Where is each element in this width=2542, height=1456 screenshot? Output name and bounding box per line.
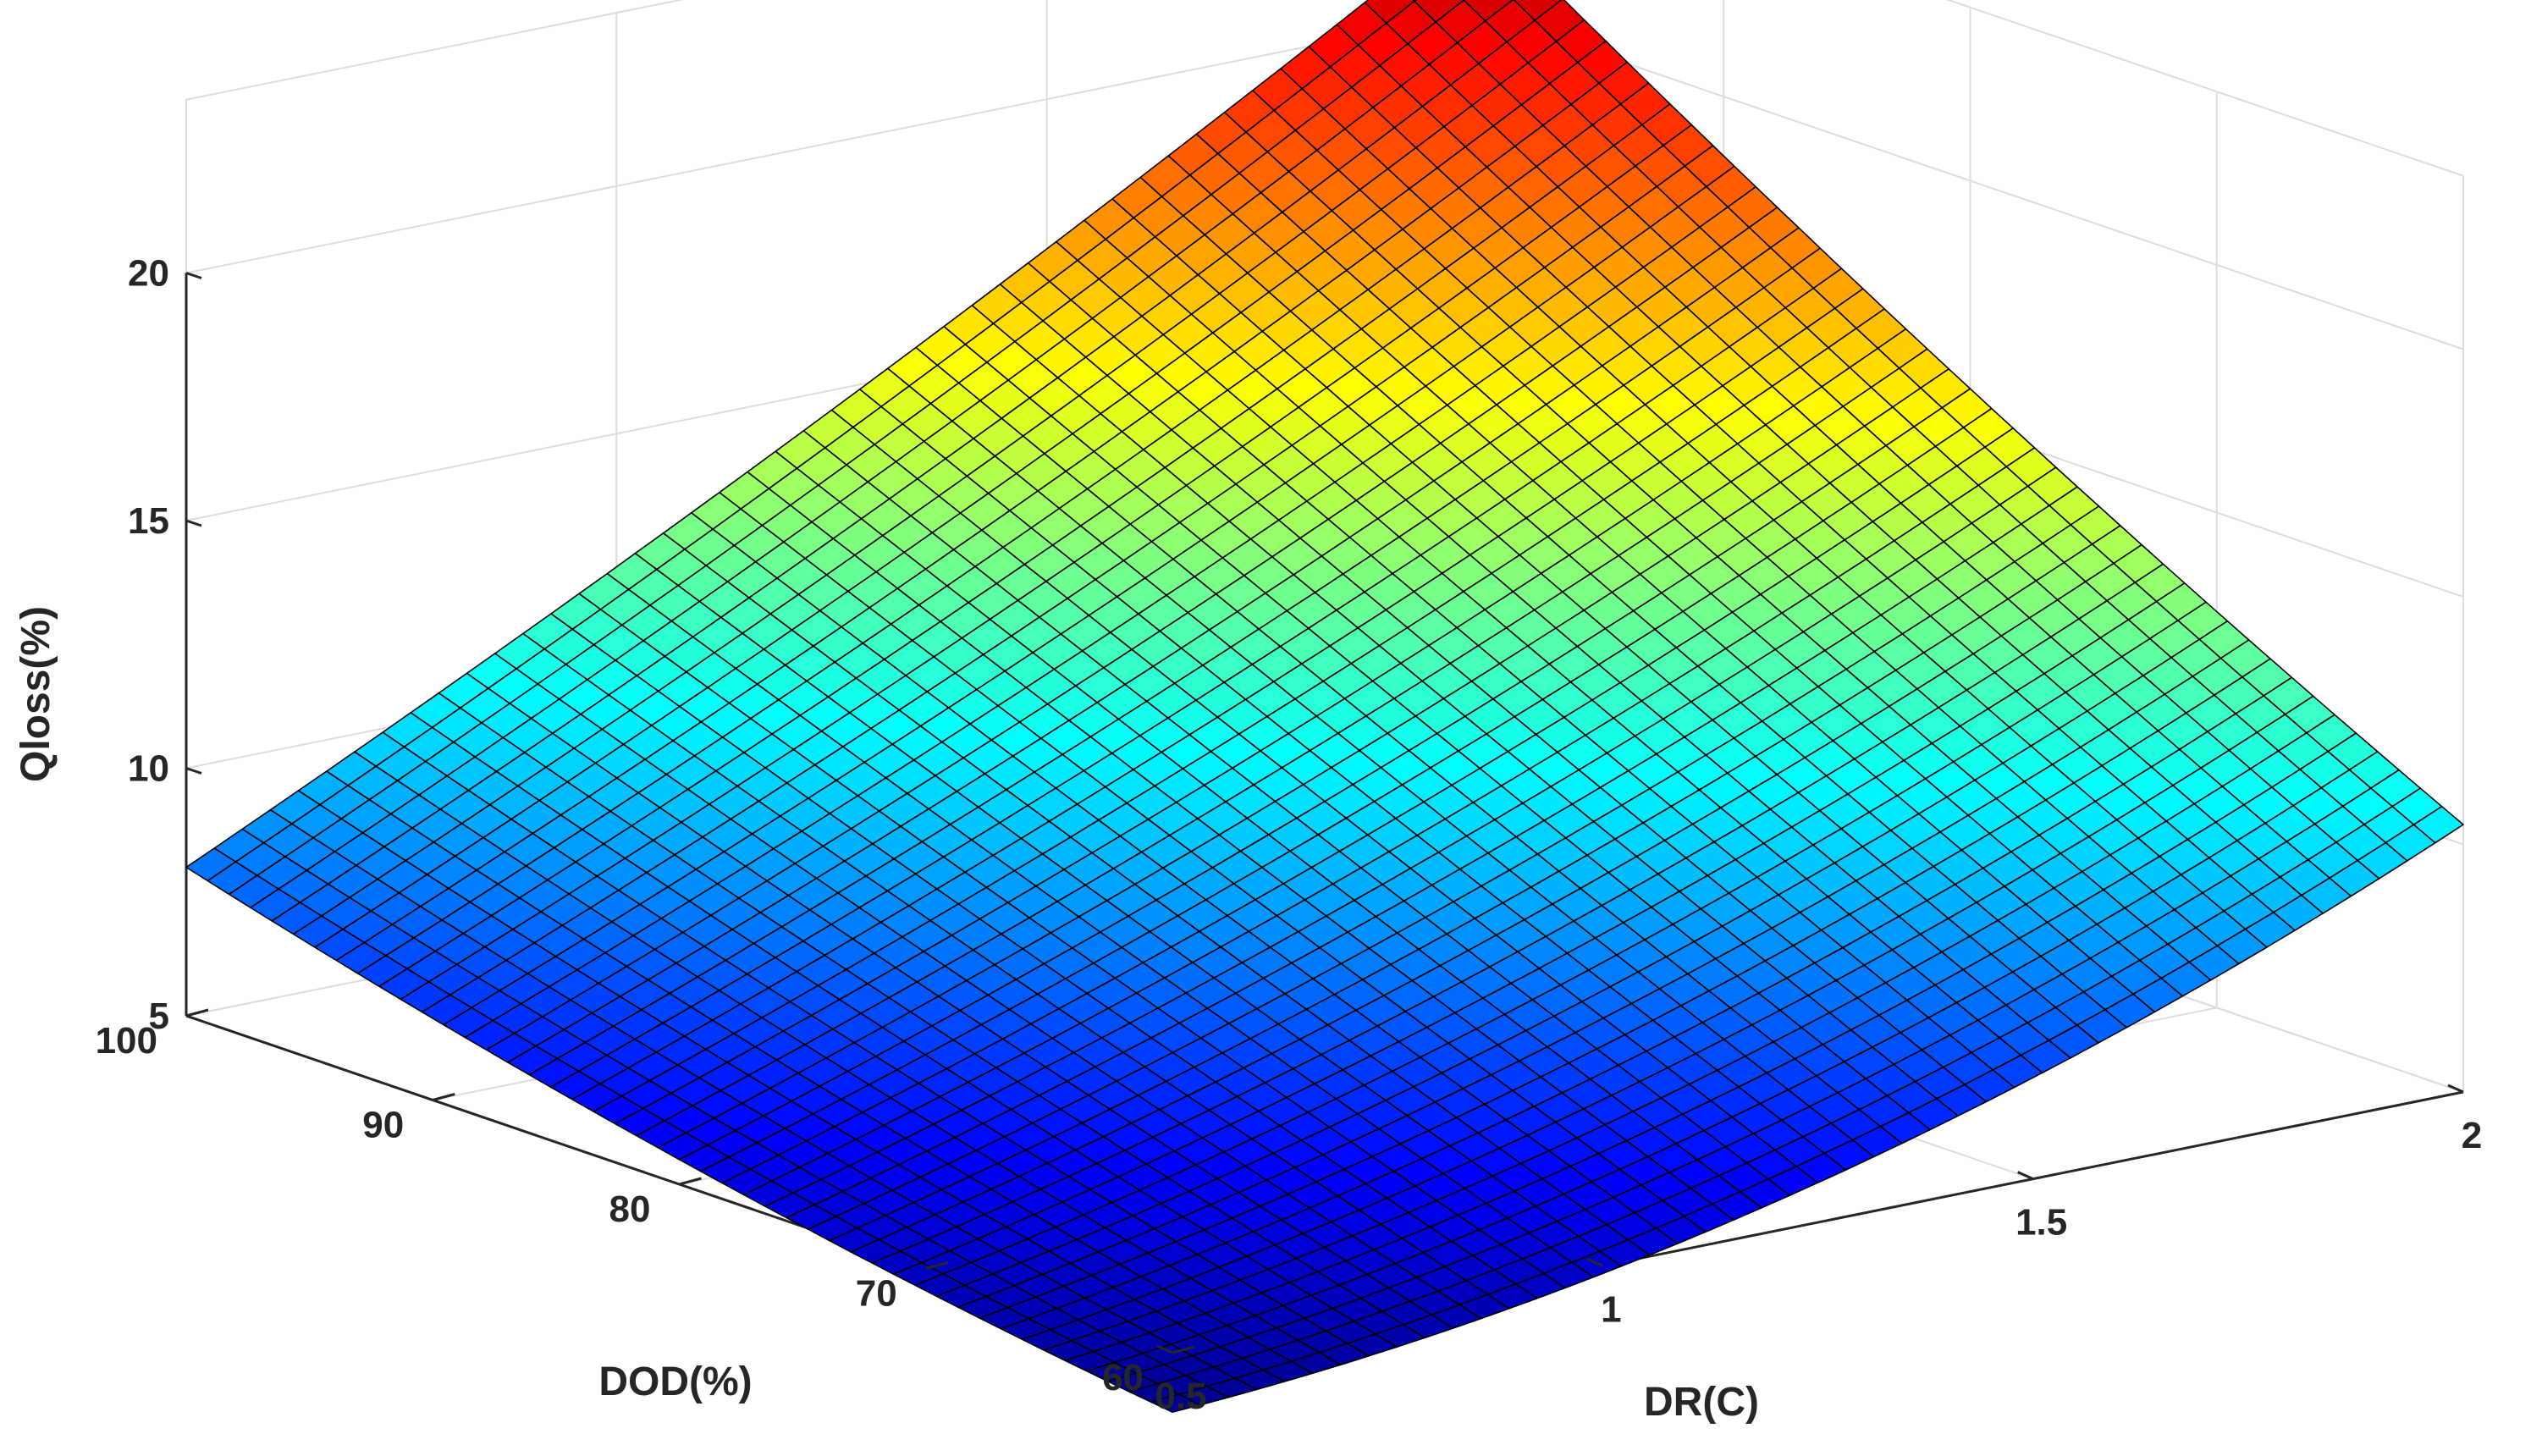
z-tick-label: 20 bbox=[128, 253, 169, 295]
y-tick-mark bbox=[1172, 1345, 1195, 1354]
z-tick-mark bbox=[185, 272, 202, 279]
x-tick-label: 2 bbox=[2462, 1115, 2482, 1156]
x-axis-label: DR(C) bbox=[1644, 1380, 1759, 1425]
y-tick-mark bbox=[679, 1177, 702, 1186]
x-tick-mark bbox=[2447, 1084, 2464, 1094]
z-tick-mark bbox=[185, 519, 202, 527]
y-axis-label: DOD(%) bbox=[598, 1359, 752, 1404]
box-edge bbox=[185, 0, 685, 101]
tick-labels: 5 10 15 20 60 70 80 90 100 0.5 1 1.5 2 bbox=[96, 253, 2483, 1418]
back-wall-grid-line bbox=[185, 11, 1478, 274]
z-tick-label: 5 bbox=[149, 995, 169, 1037]
box-edge bbox=[1945, 0, 2464, 177]
z-axis-label: Qloss(%) bbox=[14, 606, 58, 782]
surface-cell bbox=[1150, 1393, 1201, 1413]
surface-mesh bbox=[185, 0, 2464, 1413]
y-tick-label: 90 bbox=[362, 1105, 404, 1146]
y-tick-mark bbox=[185, 1008, 209, 1018]
z-tick-label: 15 bbox=[128, 500, 169, 542]
y-tick-mark bbox=[925, 1261, 949, 1270]
y-tick-label: 60 bbox=[1102, 1357, 1144, 1398]
x-tick-label: 1.5 bbox=[2015, 1202, 2067, 1244]
x-tick-label: 0.5 bbox=[1155, 1376, 1206, 1417]
y-tick-mark bbox=[432, 1093, 455, 1101]
z-tick-label: 10 bbox=[128, 748, 169, 790]
side-wall-grid-line bbox=[1476, 11, 2464, 350]
z-tick-mark bbox=[185, 767, 202, 775]
y-tick-label: 80 bbox=[609, 1189, 651, 1230]
z-tick-mark bbox=[185, 1014, 202, 1023]
y-tick-label: 70 bbox=[856, 1273, 897, 1315]
x-tick-label: 1 bbox=[1601, 1288, 1621, 1330]
y-tick-label: 100 bbox=[96, 1020, 157, 1062]
x-tick-mark bbox=[2017, 1171, 2034, 1181]
x-tick-mark bbox=[1586, 1257, 1603, 1267]
x-tick-mark bbox=[1156, 1344, 1173, 1354]
